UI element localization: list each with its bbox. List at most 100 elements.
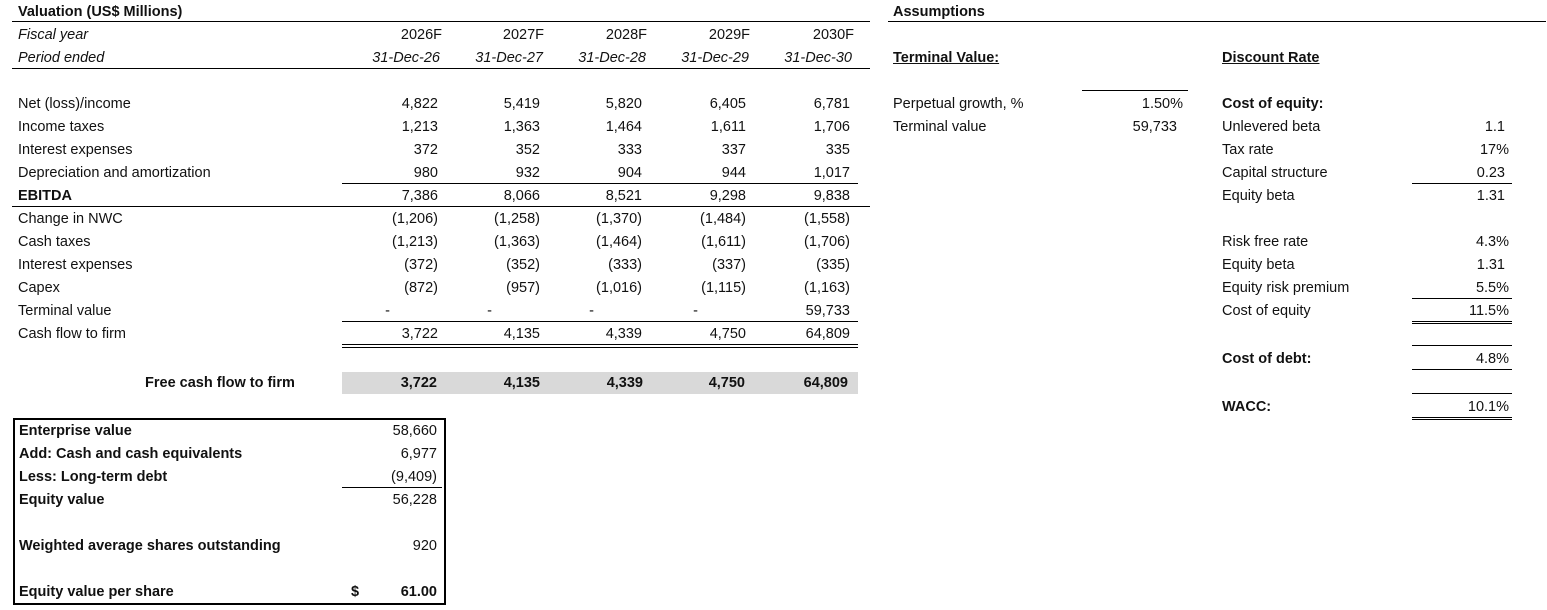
debt-label: Less: Long-term debt bbox=[19, 469, 168, 485]
row-value: (1,363) bbox=[494, 234, 540, 250]
terminal-value-label: Terminal value bbox=[893, 119, 987, 135]
beta-rule bbox=[1412, 183, 1512, 184]
coe-double-rule-top bbox=[1412, 321, 1512, 322]
row-value: 980 bbox=[413, 165, 438, 181]
equity-rule bbox=[342, 487, 442, 488]
period-header: 31-Dec-28 bbox=[578, 50, 646, 66]
row-value: 4,135 bbox=[503, 326, 540, 342]
row-value: 352 bbox=[515, 142, 540, 158]
year-header: 2027F bbox=[502, 27, 544, 43]
year-header: 2030F bbox=[812, 27, 854, 43]
row-value: (1,213) bbox=[392, 234, 438, 250]
row-value: (1,370) bbox=[596, 211, 642, 227]
row-value: 333 bbox=[617, 142, 642, 158]
equity-value-box bbox=[13, 418, 446, 605]
row-value: - bbox=[693, 303, 698, 319]
terminal-top-rule bbox=[1082, 90, 1188, 91]
row-value: (1,484) bbox=[700, 211, 746, 227]
tax-rate-label: Tax rate bbox=[1222, 142, 1274, 158]
cost-of-equity-value: 11.5% bbox=[1468, 303, 1509, 319]
row-value: 4,822 bbox=[401, 96, 438, 112]
growth-value: 1.50% bbox=[1141, 96, 1183, 112]
equity-value-label: Equity value bbox=[19, 492, 105, 508]
row-value: 3,722 bbox=[401, 326, 438, 342]
cost-of-debt-value: 4.8% bbox=[1475, 351, 1509, 367]
period-header: 31-Dec-27 bbox=[475, 50, 543, 66]
row-label: Cash flow to firm bbox=[18, 326, 126, 342]
coe-rule bbox=[1412, 298, 1512, 299]
row-value: 8,066 bbox=[503, 188, 540, 204]
double-rule-top bbox=[342, 344, 858, 345]
assumptions-title: Assumptions bbox=[893, 4, 985, 20]
fcf-label: Free cash flow to firm bbox=[145, 375, 295, 391]
unlevered-beta-label: Unlevered beta bbox=[1222, 119, 1321, 135]
wacc-top-rule bbox=[1412, 393, 1512, 394]
fcf-value: 3,722 bbox=[400, 375, 437, 391]
equity-value: 56,228 bbox=[392, 492, 437, 508]
row-value: (957) bbox=[506, 280, 540, 296]
cod-top-rule bbox=[1412, 345, 1512, 346]
row-value: 1,213 bbox=[401, 119, 438, 135]
row-value: (1,706) bbox=[804, 234, 850, 250]
row-value: 4,339 bbox=[605, 326, 642, 342]
wacc-double-rule-bottom bbox=[1412, 419, 1512, 420]
header-underline bbox=[12, 68, 870, 69]
terminal-value: 59,733 bbox=[1132, 119, 1177, 135]
fcf-value: 4,750 bbox=[708, 375, 745, 391]
fcf-value: 4,339 bbox=[606, 375, 643, 391]
row-label: Net (loss)/income bbox=[18, 96, 131, 112]
row-label: Depreciation and amortization bbox=[18, 165, 211, 181]
row-value: 5,820 bbox=[605, 96, 642, 112]
row-value: 372 bbox=[413, 142, 438, 158]
fcf-value: 64,809 bbox=[803, 375, 848, 391]
year-header: 2029F bbox=[708, 27, 750, 43]
period-header: 31-Dec-26 bbox=[372, 50, 440, 66]
row-value: (335) bbox=[816, 257, 850, 273]
row-value: (1,115) bbox=[701, 280, 746, 296]
row-value: 1,363 bbox=[503, 119, 540, 135]
row-value: 6,781 bbox=[813, 96, 850, 112]
total-rule bbox=[342, 321, 858, 322]
row-value: 7,386 bbox=[401, 188, 438, 204]
risk-free-value: 4.3% bbox=[1475, 234, 1509, 250]
unlevered-beta-value: 1.1 bbox=[1484, 119, 1505, 135]
row-value: 9,298 bbox=[709, 188, 746, 204]
row-value: (1,611) bbox=[701, 234, 746, 250]
capital-structure-label: Capital structure bbox=[1222, 165, 1328, 181]
row-value: 6,405 bbox=[709, 96, 746, 112]
row-value: (1,206) bbox=[392, 211, 438, 227]
row-label: Change in NWC bbox=[18, 211, 123, 227]
row-value: 335 bbox=[825, 142, 850, 158]
year-header: 2026F bbox=[400, 27, 442, 43]
row-label: Interest expenses bbox=[18, 257, 133, 273]
cash-label: Add: Cash and cash equivalents bbox=[19, 446, 243, 462]
row-value: 9,838 bbox=[813, 188, 850, 204]
enterprise-value-label: Enterprise value bbox=[19, 423, 132, 439]
fcf-value: 4,135 bbox=[503, 375, 540, 391]
assumptions-underline bbox=[888, 21, 1546, 22]
enterprise-value: 58,660 bbox=[392, 423, 437, 439]
row-value: 904 bbox=[617, 165, 642, 181]
row-value: (352) bbox=[506, 257, 540, 273]
terminal-value-header: Terminal Value: bbox=[893, 50, 1000, 66]
per-share-label: Equity value per share bbox=[19, 584, 174, 600]
row-label: Cash taxes bbox=[18, 234, 91, 250]
cash-value: 6,977 bbox=[400, 446, 437, 462]
row-value: 1,706 bbox=[813, 119, 850, 135]
row-label: Income taxes bbox=[18, 119, 105, 135]
capital-structure-value: 0.23 bbox=[1476, 165, 1505, 181]
equity-beta-label: Equity beta bbox=[1222, 188, 1295, 204]
row-value: (1,163) bbox=[804, 280, 850, 296]
double-rule-bottom bbox=[342, 347, 858, 348]
fcf-highlight bbox=[342, 372, 858, 394]
cost-of-debt-label: Cost of debt: bbox=[1222, 351, 1312, 367]
row-value: 5,419 bbox=[503, 96, 540, 112]
row-value: - bbox=[589, 303, 594, 319]
row-value: 337 bbox=[721, 142, 746, 158]
valuation-title: Valuation (US$ Millions) bbox=[18, 4, 183, 20]
period-ended-label: Period ended bbox=[18, 50, 105, 66]
equity-beta-value-2: 1.31 bbox=[1476, 257, 1505, 273]
cod-bottom-rule bbox=[1412, 369, 1512, 370]
row-value: 59,733 bbox=[805, 303, 850, 319]
row-value: 4,750 bbox=[709, 326, 746, 342]
